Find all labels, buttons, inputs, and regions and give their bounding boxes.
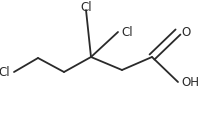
Text: Cl: Cl: [0, 65, 10, 79]
Text: OH: OH: [181, 76, 199, 88]
Text: O: O: [181, 26, 190, 38]
Text: Cl: Cl: [121, 26, 133, 38]
Text: Cl: Cl: [80, 1, 92, 14]
